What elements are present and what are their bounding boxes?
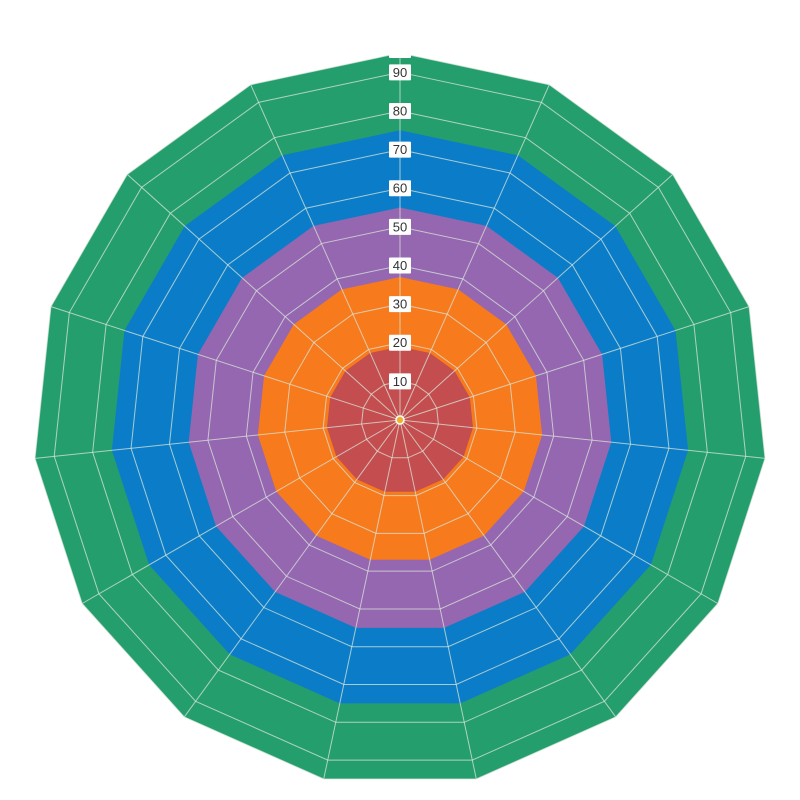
- grid-spoke-15: [250, 84, 401, 421]
- center-layer: [395, 415, 405, 425]
- grid-layer: [34, 52, 766, 780]
- grid-spoke-10: [183, 419, 401, 718]
- r-axis-cap: [389, 50, 411, 58]
- r-tick-label-bg: [389, 334, 411, 351]
- r-tick-label-bg: [389, 141, 411, 158]
- grid-ring-3: [284, 303, 516, 534]
- grid-spoke-4: [399, 306, 750, 421]
- r-tick-label: 70: [393, 142, 407, 157]
- r-tick-label-bg: [389, 373, 411, 390]
- r-tick-label: 10: [393, 374, 407, 389]
- center-marker: [395, 415, 405, 425]
- grid-ring-1: [361, 380, 439, 459]
- grid-spoke-7: [399, 419, 617, 718]
- grid-spoke-2: [399, 84, 550, 421]
- r-tick-label-bg: [389, 64, 411, 81]
- r-tick-label: 90: [393, 65, 407, 80]
- r-tick-label: 50: [393, 219, 407, 234]
- r-tick-label-bg: [389, 180, 411, 197]
- r-tick-label-bg: [389, 102, 411, 119]
- grid-spoke-6: [399, 419, 719, 604]
- r-tick-label: 40: [393, 258, 407, 273]
- grid-spoke-12: [34, 419, 401, 459]
- grid-ring-10: [34, 52, 766, 780]
- grid-spoke-9: [323, 419, 401, 780]
- r-tick-label-bg: [389, 296, 411, 313]
- grid-spoke-8: [399, 419, 477, 780]
- grid-spoke-11: [81, 419, 401, 604]
- r-tick-label: 60: [393, 181, 407, 196]
- grid-ring-2: [322, 342, 478, 497]
- grid-ring-9: [53, 71, 747, 761]
- grid-ring-4: [245, 264, 555, 572]
- r-tick-label: 30: [393, 297, 407, 312]
- grid-spoke-5: [399, 419, 766, 459]
- tick-label-layer: 10 20 30 40 50 60 70 80 90: [389, 50, 411, 390]
- grid-ring-5: [207, 226, 593, 610]
- r-tick-label: 20: [393, 335, 407, 350]
- grid-spoke-13: [50, 306, 401, 421]
- grid-ring-6: [168, 187, 632, 648]
- r-tick-label-bg: [389, 218, 411, 235]
- grid-spoke-3: [399, 174, 674, 421]
- r-tick-label-bg: [389, 257, 411, 274]
- grid-ring-8: [92, 110, 708, 723]
- grid-ring-7: [130, 149, 670, 686]
- r-tick-label: 80: [393, 103, 407, 118]
- grid-spoke-14: [126, 174, 401, 421]
